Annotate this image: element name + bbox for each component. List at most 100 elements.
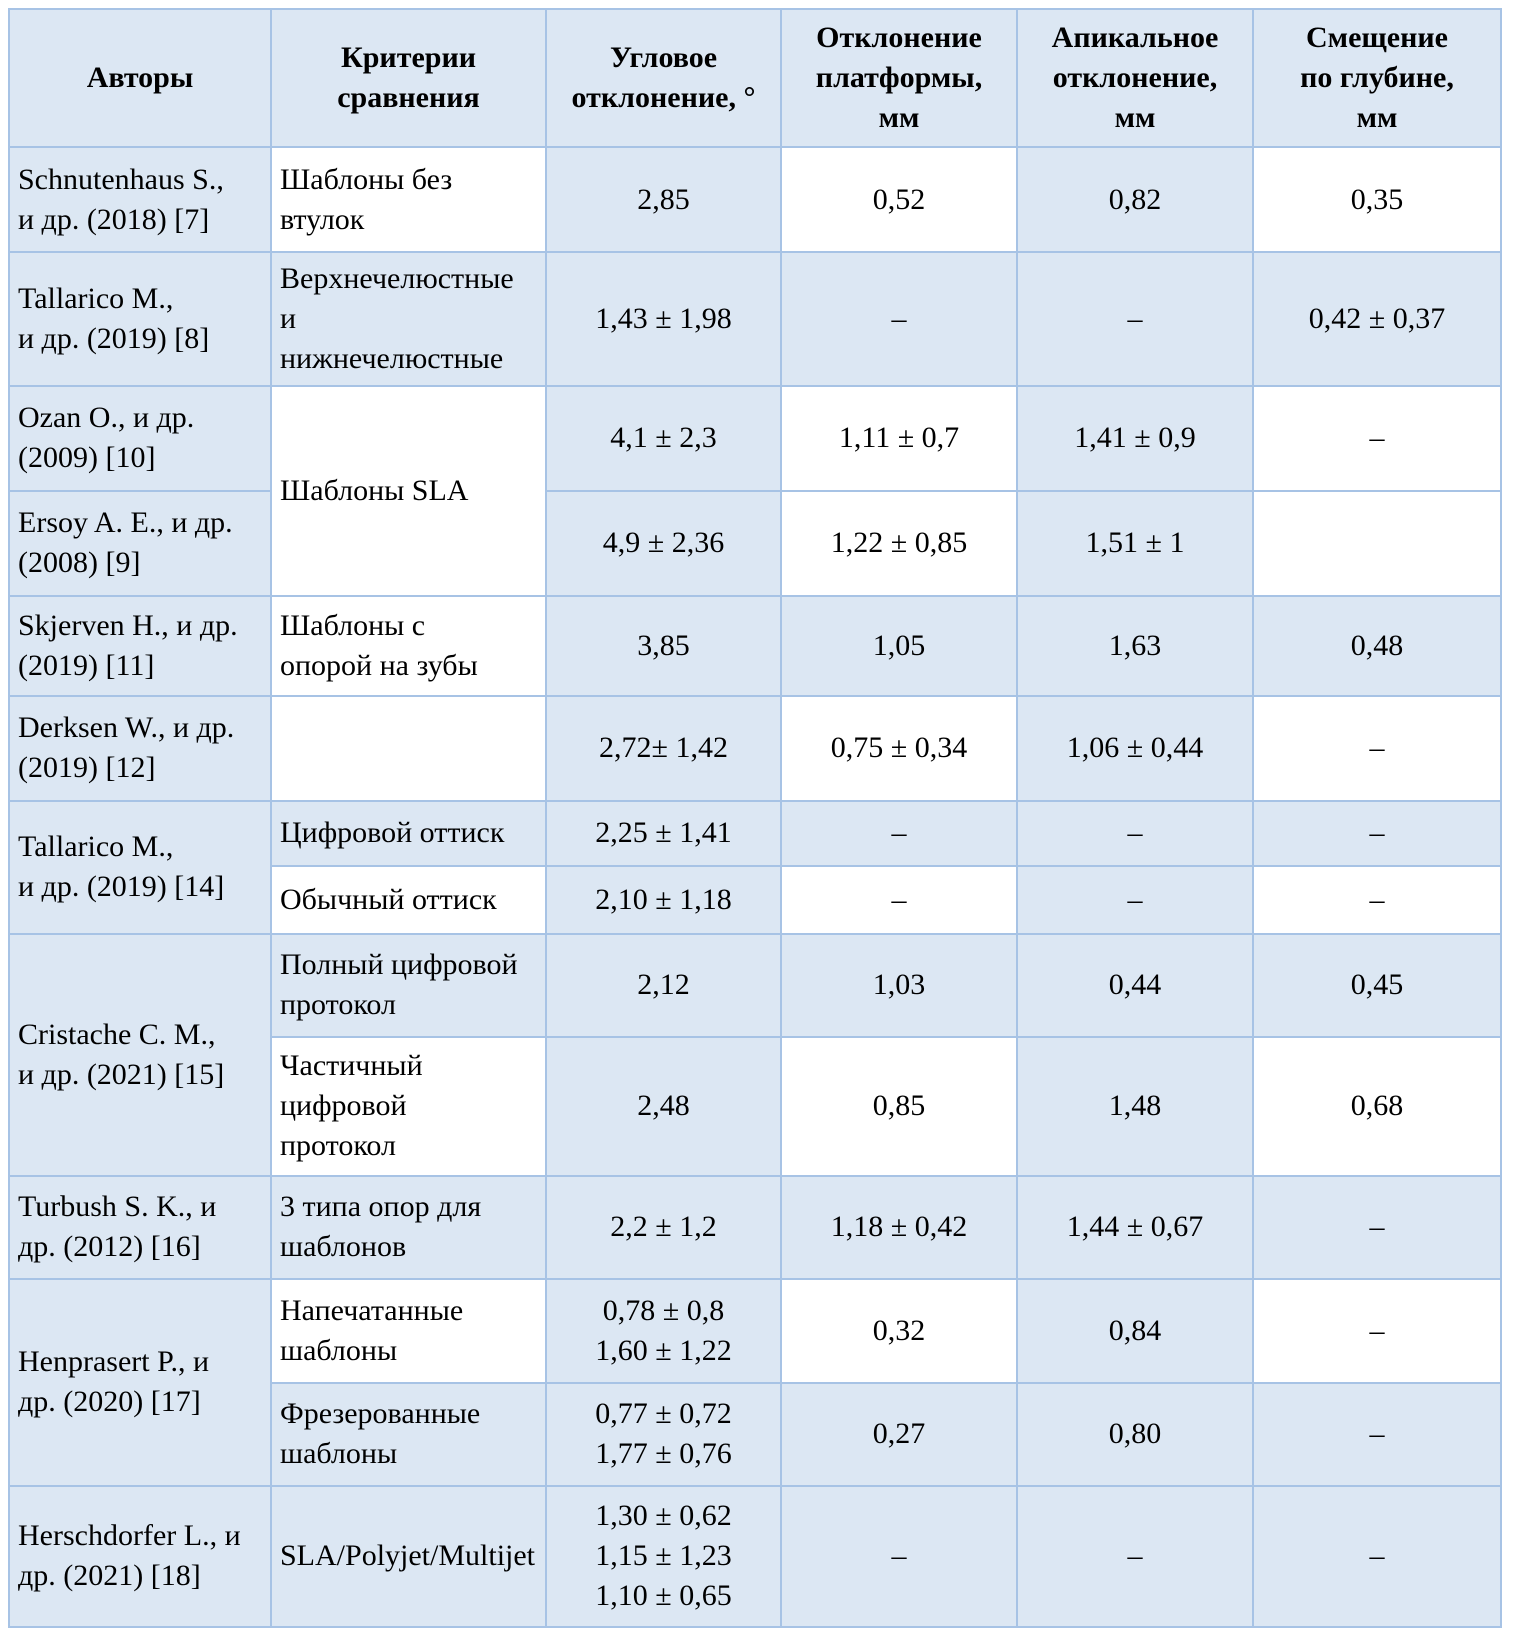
header-authors: Авторы [8, 8, 272, 148]
platform-cell: 1,18 ± 0,42 [780, 1174, 1018, 1280]
author-cell-merged: Cristache C. M., и др. (2021) [15] [8, 932, 272, 1177]
angular-cell: 2,48 [545, 1035, 782, 1177]
author-cell: Schnutenhaus S., и др. (2018) [7] [8, 146, 272, 253]
table-row: Skjerven H., и др. (2019) [11] Шаблоны с… [8, 594, 1502, 697]
platform-cell: 0,85 [780, 1035, 1018, 1177]
criteria-cell: Шаблоны с опорой на зубы [270, 594, 547, 697]
apical-cell: 1,63 [1016, 594, 1254, 697]
platform-cell: 1,05 [780, 594, 1018, 697]
table-body: Schnutenhaus S., и др. (2018) [7] Шаблон… [8, 146, 1502, 1628]
depth-cell: – [1252, 384, 1502, 492]
apical-cell: 0,84 [1016, 1277, 1254, 1384]
depth-cell: – [1252, 694, 1502, 802]
apical-cell: 1,41 ± 0,9 [1016, 384, 1254, 492]
apical-cell: – [1016, 1484, 1254, 1628]
header-row: Авторы Критерии сравнения Угловое отклон… [8, 8, 1502, 148]
criteria-cell: SLA/Polyjet/Multijet [270, 1484, 547, 1628]
apical-cell: – [1016, 799, 1254, 867]
platform-cell: – [780, 1484, 1018, 1628]
author-cell-merged: Tallarico M., и др. (2019) [14] [8, 799, 272, 935]
table-row: Derksen W., и др. (2019) [12] 2,72± 1,42… [8, 694, 1502, 802]
criteria-cell: Верхнечелюстные и нижнечелюстные [270, 251, 547, 387]
table-row: Henprasert P., и др. (2020) [17] Напечат… [8, 1277, 1502, 1487]
criteria-cell: Цифровой оттиск [270, 799, 547, 867]
criteria-cell-merged: Шаблоны SLA [270, 384, 547, 597]
angular-cell: 1,43 ± 1,98 [545, 251, 782, 387]
depth-cell: 0,48 [1252, 594, 1502, 697]
table-row: Turbush S. K., и др. (2012) [16] 3 типа … [8, 1174, 1502, 1280]
angular-cell: 2,25 ± 1,41 [545, 799, 782, 867]
angular-cell: 3,85 [545, 594, 782, 697]
angular-cell: 2,12 [545, 932, 782, 1038]
header-depth-displacement: Смещение по глубине, мм [1252, 8, 1502, 148]
criteria-cell: Шаблоны без втулок [270, 146, 547, 253]
apical-cell: 1,51 ± 1 [1016, 489, 1254, 597]
depth-cell: – [1252, 1484, 1502, 1628]
criteria-cell: Напечатанные шаблоны [270, 1277, 547, 1384]
criteria-cell: Полный цифровой протокол [270, 932, 547, 1038]
author-cell: Ozan O., и др. (2009) [10] [8, 384, 272, 492]
angular-cell: 2,85 [545, 146, 782, 253]
criteria-cell: Обычный оттиск [270, 864, 547, 935]
depth-cell: 0,68 [1252, 1035, 1502, 1177]
table-row: Cristache C. M., и др. (2021) [15] Полны… [8, 932, 1502, 1177]
table-row: Tallarico M., и др. (2019) [8] Верхнечел… [8, 251, 1502, 387]
apical-cell: 1,48 [1016, 1035, 1254, 1177]
apical-cell: 0,44 [1016, 932, 1254, 1038]
platform-cell: 1,11 ± 0,7 [780, 384, 1018, 492]
platform-cell: 0,75 ± 0,34 [780, 694, 1018, 802]
angular-cell: 0,77 ± 0,72 1,77 ± 0,76 [545, 1381, 782, 1487]
platform-cell: 0,27 [780, 1381, 1018, 1487]
table-row: Ozan O., и др. (2009) [10] Шаблоны SLA 4… [8, 384, 1502, 597]
table-row: Ersoy A. E., и др. (2008) [9] 4,9 ± 2,36… [8, 489, 1502, 597]
angular-cell: 4,1 ± 2,3 [545, 384, 782, 492]
angular-cell: 2,72± 1,42 [545, 694, 782, 802]
depth-cell: – [1252, 1174, 1502, 1280]
apical-cell: – [1016, 251, 1254, 387]
comparison-table: Авторы Критерии сравнения Угловое отклон… [8, 8, 1502, 1628]
header-platform-deviation: Отклонение платформы, мм [780, 8, 1018, 148]
criteria-cell [270, 694, 547, 802]
angular-cell: 1,30 ± 0,62 1,15 ± 1,23 1,10 ± 0,65 [545, 1484, 782, 1628]
platform-cell: – [780, 799, 1018, 867]
author-cell: Skjerven H., и др. (2019) [11] [8, 594, 272, 697]
author-cell-merged: Henprasert P., и др. (2020) [17] [8, 1277, 272, 1487]
author-cell: Herschdorfer L., и др. (2021) [18] [8, 1484, 272, 1628]
criteria-cell: 3 типа опор для шаблонов [270, 1174, 547, 1280]
author-cell: Tallarico M., и др. (2019) [8] [8, 251, 272, 387]
author-cell: Derksen W., и др. (2019) [12] [8, 694, 272, 802]
table-row: Фрезерованные шаблоны 0,77 ± 0,72 1,77 ±… [9, 1381, 1502, 1487]
depth-cell: – [1252, 1277, 1502, 1384]
depth-cell: – [1252, 1381, 1502, 1487]
angular-cell: 0,78 ± 0,8 1,60 ± 1,22 [545, 1277, 782, 1384]
angular-cell: 4,9 ± 2,36 [545, 489, 782, 597]
platform-cell: 0,32 [780, 1277, 1018, 1384]
apical-cell: – [1016, 864, 1254, 935]
apical-cell: 0,82 [1016, 146, 1254, 253]
table-row: Tallarico M., и др. (2019) [14] Цифровой… [8, 799, 1502, 935]
depth-cell: – [1252, 799, 1502, 867]
criteria-cell: Частичный цифровой протокол [270, 1035, 547, 1177]
table-header: Авторы Критерии сравнения Угловое отклон… [8, 8, 1502, 148]
depth-cell [1252, 489, 1502, 597]
depth-cell: 0,42 ± 0,37 [1252, 251, 1502, 387]
depth-cell: 0,45 [1252, 932, 1502, 1038]
table-row: Частичный цифровой протокол 2,48 0,85 1,… [9, 1035, 1502, 1177]
angular-cell: 2,2 ± 1,2 [545, 1174, 782, 1280]
angular-cell: 2,10 ± 1,18 [545, 864, 782, 935]
table-row: Herschdorfer L., и др. (2021) [18] SLA/P… [8, 1484, 1502, 1628]
header-criteria: Критерии сравнения [270, 8, 547, 148]
table-row: Обычный оттиск 2,10 ± 1,18 – – – [9, 864, 1502, 935]
author-cell: Ersoy A. E., и др. (2008) [9] [8, 489, 272, 597]
table-row: Schnutenhaus S., и др. (2018) [7] Шаблон… [8, 146, 1502, 253]
platform-cell: 1,03 [780, 932, 1018, 1038]
author-cell: Turbush S. K., и др. (2012) [16] [8, 1174, 272, 1280]
apical-cell: 1,44 ± 0,67 [1016, 1174, 1254, 1280]
platform-cell: – [780, 251, 1018, 387]
depth-cell: – [1252, 864, 1502, 935]
header-angular-deviation: Угловое отклонение, ° [545, 8, 782, 148]
platform-cell: 0,52 [780, 146, 1018, 253]
criteria-cell: Фрезерованные шаблоны [270, 1381, 547, 1487]
apical-cell: 1,06 ± 0,44 [1016, 694, 1254, 802]
